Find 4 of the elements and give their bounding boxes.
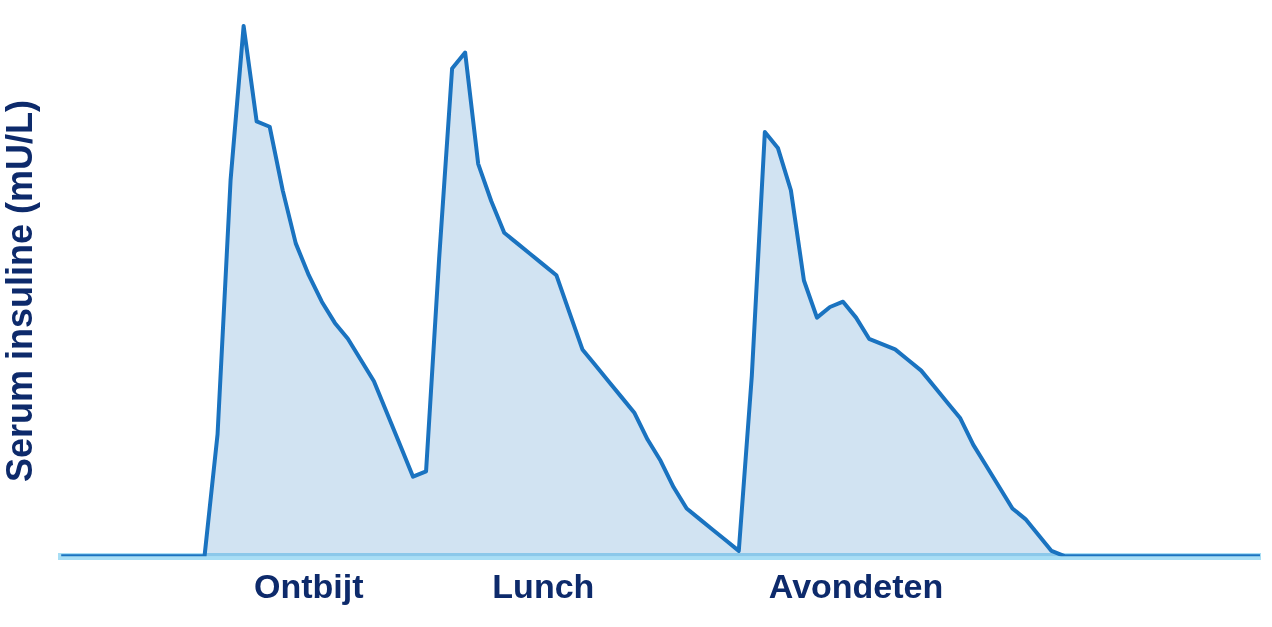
- x-tick-label: Lunch: [492, 566, 595, 605]
- x-tick-label: Ontbijt: [254, 566, 364, 605]
- x-tick-label: Avondeten: [768, 566, 944, 605]
- y-axis-title: Serum insuline (mU/L): [0, 100, 40, 483]
